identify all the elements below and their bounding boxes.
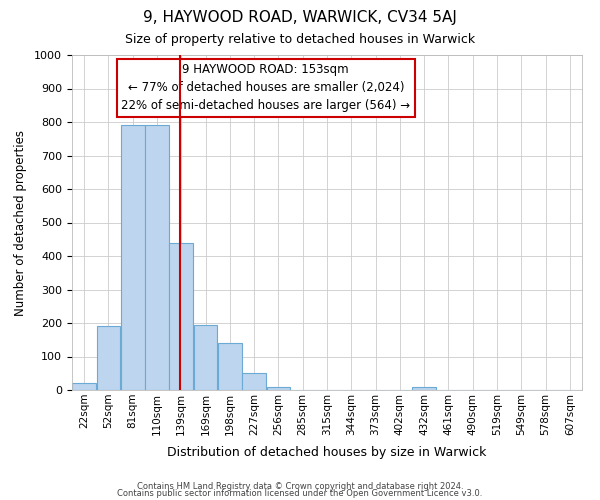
Bar bbox=[72, 384, 96, 390]
Bar bbox=[169, 242, 193, 390]
Text: Contains public sector information licensed under the Open Government Licence v3: Contains public sector information licen… bbox=[118, 490, 482, 498]
Text: Size of property relative to detached houses in Warwick: Size of property relative to detached ho… bbox=[125, 32, 475, 46]
Bar bbox=[218, 343, 242, 390]
Text: 9, HAYWOOD ROAD, WARWICK, CV34 5AJ: 9, HAYWOOD ROAD, WARWICK, CV34 5AJ bbox=[143, 10, 457, 25]
Y-axis label: Number of detached properties: Number of detached properties bbox=[14, 130, 28, 316]
Bar bbox=[242, 373, 266, 390]
Bar bbox=[97, 326, 121, 390]
Bar bbox=[266, 386, 290, 390]
Text: 9 HAYWOOD ROAD: 153sqm
← 77% of detached houses are smaller (2,024)
22% of semi-: 9 HAYWOOD ROAD: 153sqm ← 77% of detached… bbox=[121, 64, 410, 112]
X-axis label: Distribution of detached houses by size in Warwick: Distribution of detached houses by size … bbox=[167, 446, 487, 459]
Bar bbox=[194, 324, 217, 390]
Bar bbox=[412, 386, 436, 390]
Bar bbox=[121, 126, 145, 390]
Text: Contains HM Land Registry data © Crown copyright and database right 2024.: Contains HM Land Registry data © Crown c… bbox=[137, 482, 463, 491]
Bar bbox=[145, 126, 169, 390]
